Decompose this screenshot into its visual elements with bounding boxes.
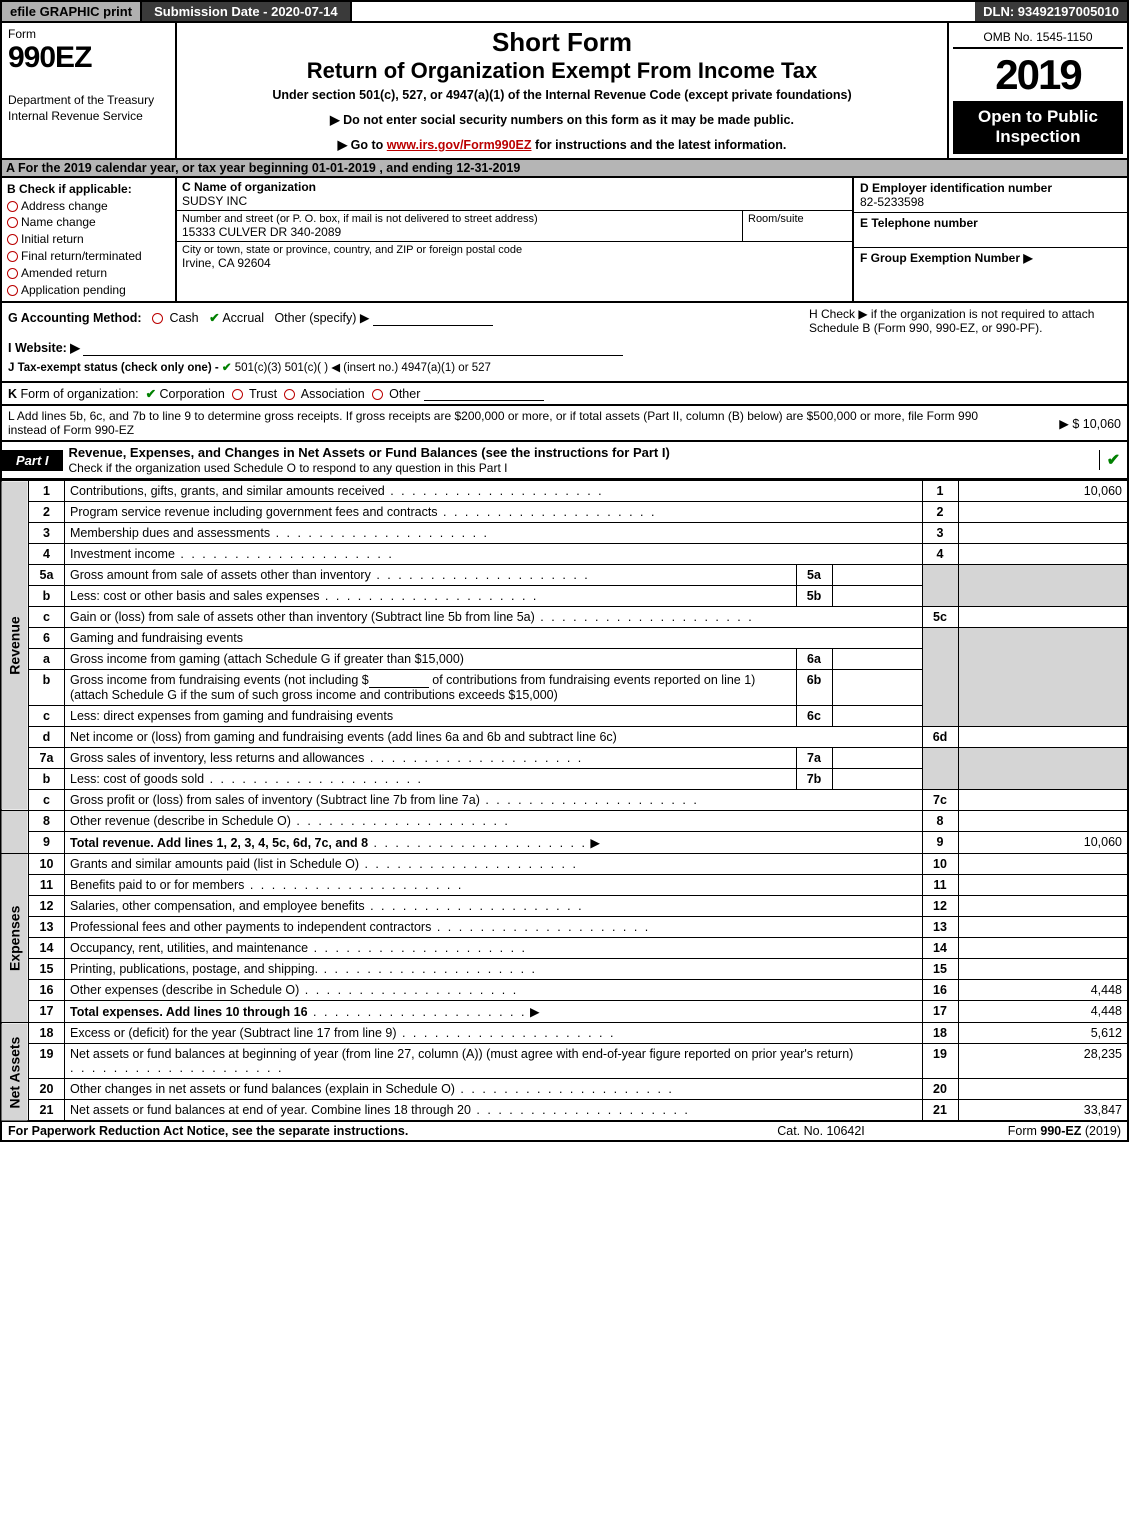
chk-address-change[interactable]: Address change — [7, 198, 170, 215]
line-l-text: L Add lines 5b, 6c, and 7b to line 9 to … — [8, 409, 1001, 437]
note-ssn: ▶ Do not enter social security numbers o… — [185, 112, 939, 127]
header-center: Short Form Return of Organization Exempt… — [177, 23, 947, 158]
note2-post: for instructions and the latest informat… — [532, 138, 787, 152]
other-org-input[interactable] — [424, 387, 544, 401]
room-suite: Room/suite — [742, 211, 852, 241]
under-section: Under section 501(c), 527, or 4947(a)(1)… — [185, 88, 939, 102]
return-title: Return of Organization Exempt From Incom… — [185, 58, 939, 84]
city-value: Irvine, CA 92604 — [182, 256, 847, 270]
chk-trust[interactable] — [232, 389, 243, 400]
irs-link[interactable]: www.irs.gov/Form990EZ — [387, 138, 532, 152]
line-l: L Add lines 5b, 6c, and 7b to line 9 to … — [0, 406, 1129, 442]
line-l-amount: ▶ $ 10,060 — [1001, 416, 1121, 431]
line-g: G Accounting Method: Cash ✔ Accrual Othe… — [8, 310, 801, 326]
submission-date: Submission Date - 2020-07-14 — [142, 2, 352, 21]
note-link: ▶ Go to www.irs.gov/Form990EZ for instru… — [185, 137, 939, 152]
topbar-spacer — [352, 2, 976, 21]
tax-year-row: A For the 2019 calendar year, or tax yea… — [0, 160, 1129, 178]
chk-corporation[interactable]: ✔ — [146, 387, 156, 401]
line-h: H Check ▶ if the organization is not req… — [801, 307, 1121, 376]
line-k: K Form of organization: ✔ Corporation Tr… — [0, 383, 1129, 407]
chk-application-pending[interactable]: Application pending — [7, 282, 170, 299]
form-header: Form 990EZ Department of the Treasury In… — [0, 23, 1129, 160]
department-label: Department of the Treasury Internal Reve… — [8, 93, 169, 124]
chk-association[interactable] — [284, 389, 295, 400]
page-footer: For Paperwork Reduction Act Notice, see … — [0, 1122, 1129, 1142]
section-ghij: G Accounting Method: Cash ✔ Accrual Othe… — [0, 303, 1129, 382]
form-number: 990EZ — [8, 41, 169, 75]
top-bar: efile GRAPHIC print Submission Date - 20… — [0, 0, 1129, 23]
note2-pre: ▶ Go to — [338, 138, 387, 152]
side-revenue: Revenue — [1, 481, 29, 811]
section-b-title: B Check if applicable: — [7, 181, 170, 198]
header-left: Form 990EZ Department of the Treasury In… — [2, 23, 177, 158]
open-to-public: Open to Public Inspection — [953, 101, 1123, 154]
footer-catno: Cat. No. 10642I — [721, 1124, 921, 1138]
chk-other-org[interactable] — [372, 389, 383, 400]
contrib-input[interactable] — [369, 674, 429, 688]
org-name-label: C Name of organization — [182, 180, 847, 194]
side-expenses: Expenses — [1, 854, 29, 1023]
side-net-assets: Net Assets — [1, 1023, 29, 1122]
footer-formref: Form 990-EZ (2019) — [921, 1124, 1121, 1138]
chk-initial-return[interactable]: Initial return — [7, 231, 170, 248]
line-i: I Website: ▶ — [8, 340, 801, 356]
phone-value — [860, 230, 1121, 244]
other-specify-input[interactable] — [373, 312, 493, 326]
chk-amended-return[interactable]: Amended return — [7, 265, 170, 282]
part1-header: Part I Revenue, Expenses, and Changes in… — [0, 442, 1129, 480]
ein-value: 82-5233598 — [860, 195, 1121, 209]
dln-label: DLN: 93492197005010 — [975, 2, 1127, 21]
line-j: J Tax-exempt status (check only one) - ✔… — [8, 360, 801, 374]
chk-501c3[interactable]: ✔ — [222, 362, 232, 374]
info-grid: B Check if applicable: Address change Na… — [0, 178, 1129, 304]
chk-name-change[interactable]: Name change — [7, 214, 170, 231]
section-b: B Check if applicable: Address change Na… — [2, 178, 177, 302]
addr-value: 15333 CULVER DR 340-2089 — [182, 225, 737, 239]
group-exemption-label: F Group Exemption Number ▶ — [860, 251, 1121, 265]
website-input[interactable] — [83, 342, 623, 356]
tax-year: 2019 — [953, 49, 1123, 101]
chk-final-return[interactable]: Final return/terminated — [7, 248, 170, 265]
part1-badge: Part I — [2, 450, 63, 471]
part1-table: Revenue 1 Contributions, gifts, grants, … — [0, 480, 1129, 1122]
chk-cash[interactable] — [152, 313, 163, 324]
part1-title: Revenue, Expenses, and Changes in Net As… — [63, 442, 1099, 478]
short-form-title: Short Form — [185, 27, 939, 58]
omb-number: OMB No. 1545-1150 — [953, 27, 1123, 49]
chk-accrual[interactable]: ✔ — [209, 311, 219, 325]
city-label: City or town, state or province, country… — [182, 244, 847, 256]
header-right: OMB No. 1545-1150 2019 Open to Public In… — [947, 23, 1127, 158]
org-name: SUDSY INC — [182, 194, 847, 208]
section-def: D Employer identification number 82-5233… — [852, 178, 1127, 302]
ein-label: D Employer identification number — [860, 181, 1121, 195]
section-c: C Name of organization SUDSY INC Number … — [177, 178, 852, 302]
form-word: Form — [8, 27, 169, 41]
part1-check[interactable]: ✔ — [1099, 450, 1127, 470]
addr-label: Number and street (or P. O. box, if mail… — [182, 213, 737, 225]
efile-print-button[interactable]: efile GRAPHIC print — [2, 2, 142, 21]
phone-label: E Telephone number — [860, 216, 1121, 230]
footer-left: For Paperwork Reduction Act Notice, see … — [8, 1124, 721, 1138]
